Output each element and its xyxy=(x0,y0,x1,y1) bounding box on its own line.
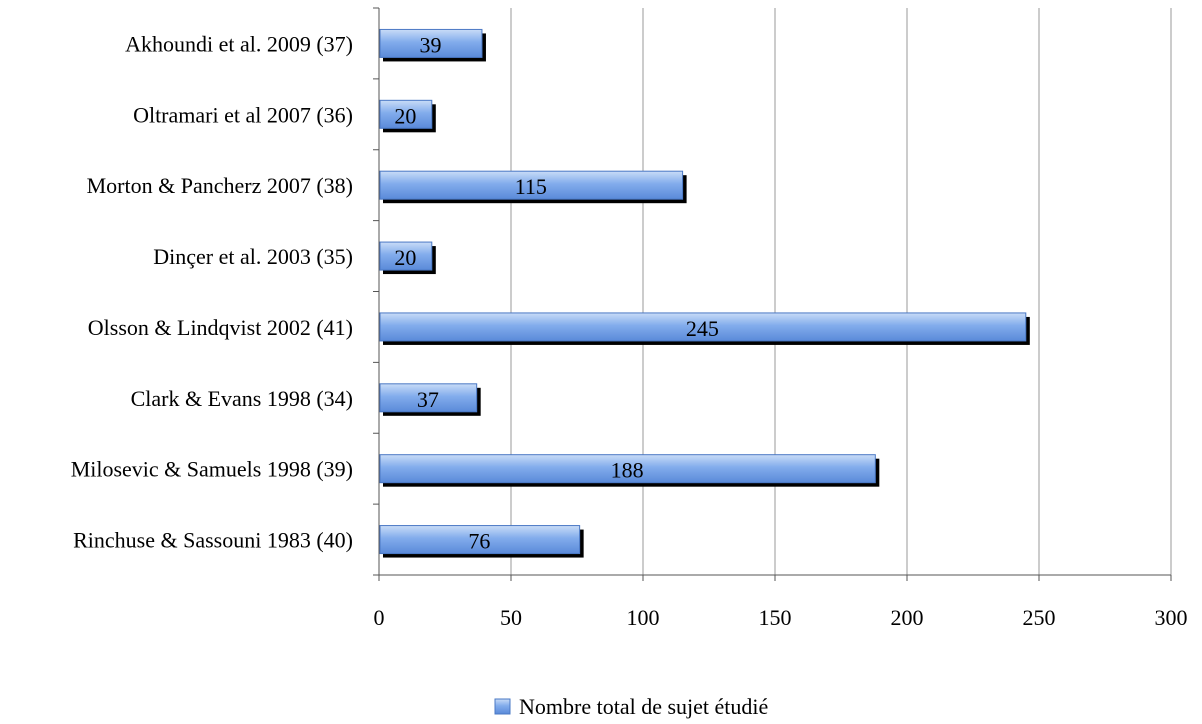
bar xyxy=(379,383,478,413)
category-label: Akhoundi et al. 2009 (37) xyxy=(125,31,353,56)
legend-label: Nombre total de sujet étudié xyxy=(519,694,768,719)
bars xyxy=(379,28,1030,558)
bar xyxy=(379,525,581,555)
axes xyxy=(373,7,1172,581)
data-label: 20 xyxy=(394,245,416,270)
legend-swatch xyxy=(494,698,511,715)
gridlines xyxy=(510,8,1172,575)
bar xyxy=(379,312,1027,342)
data-labels: 39 20 115 20 245 37 188 76 xyxy=(394,32,719,553)
category-label: Milosevic & Samuels 1998 (39) xyxy=(71,457,353,482)
category-labels: Akhoundi et al. 2009 (37) Oltramari et al… xyxy=(71,31,353,552)
x-tick-label: 200 xyxy=(891,605,924,630)
category-label: Dinçer et al. 2003 (35) xyxy=(153,244,353,269)
bar xyxy=(379,454,876,484)
bar xyxy=(379,241,433,271)
category-label: Clark & Evans 1998 (34) xyxy=(131,386,353,411)
x-tick-label: 0 xyxy=(374,605,385,630)
category-label: Oltramari et al 2007 (36) xyxy=(133,102,353,127)
x-tick-label: 300 xyxy=(1155,605,1188,630)
x-tick-label: 50 xyxy=(500,605,522,630)
category-label: Morton & Pancherz 2007 (38) xyxy=(87,173,353,198)
data-label: 115 xyxy=(515,174,547,199)
data-label: 76 xyxy=(468,529,490,554)
bar xyxy=(379,170,684,200)
data-label: 39 xyxy=(419,32,441,57)
data-label: 20 xyxy=(394,103,416,128)
x-tick-label: 250 xyxy=(1023,605,1056,630)
data-label: 245 xyxy=(686,316,719,341)
bar xyxy=(379,99,433,129)
data-label: 188 xyxy=(611,458,644,483)
bar xyxy=(379,28,483,58)
category-label: Olsson & Lindqvist 2002 (41) xyxy=(88,315,353,340)
legend: Nombre total de sujet étudié xyxy=(494,694,768,719)
x-tick-labels: 0 50 100 150 200 250 300 xyxy=(374,605,1188,630)
data-label: 37 xyxy=(417,387,439,412)
x-tick-label: 150 xyxy=(759,605,792,630)
category-label: Rinchuse & Sassouni 1983 (40) xyxy=(73,528,353,553)
x-tick-label: 100 xyxy=(627,605,660,630)
